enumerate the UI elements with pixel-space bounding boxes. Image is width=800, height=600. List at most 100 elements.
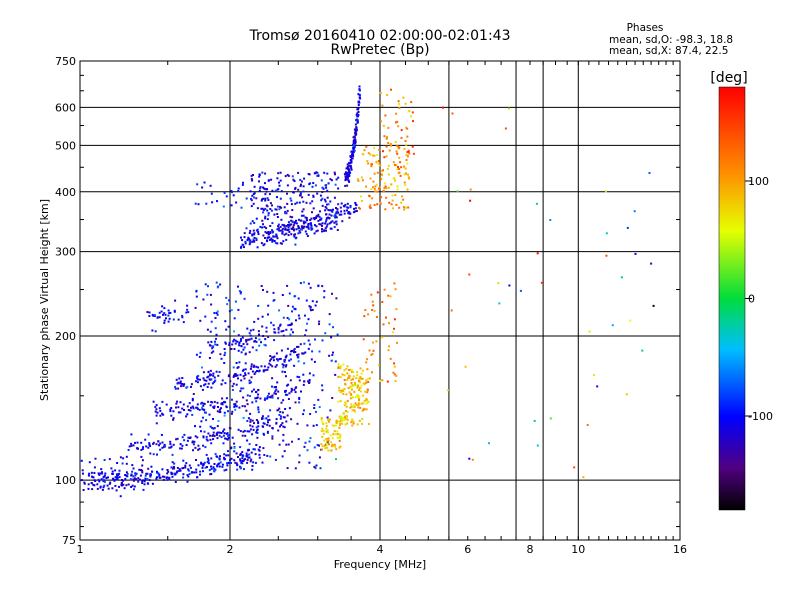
- data-point: [399, 174, 402, 177]
- data-point: [320, 417, 323, 420]
- data-point: [393, 163, 396, 166]
- data-point: [588, 330, 591, 333]
- data-point: [256, 436, 259, 439]
- data-point: [213, 467, 216, 470]
- data-point: [313, 232, 316, 235]
- data-point: [355, 127, 358, 130]
- data-point: [233, 442, 236, 445]
- data-point: [540, 281, 543, 284]
- data-point: [213, 376, 216, 379]
- data-point: [230, 309, 233, 312]
- data-point: [335, 458, 337, 461]
- data-point: [238, 361, 241, 364]
- data-point: [97, 472, 100, 475]
- data-point: [156, 453, 158, 456]
- data-point: [202, 404, 205, 407]
- data-point: [210, 303, 213, 306]
- data-point: [354, 142, 357, 145]
- data-point: [352, 375, 355, 378]
- data-point: [191, 413, 194, 416]
- data-point: [308, 379, 311, 381]
- data-point: [396, 341, 398, 344]
- data-point: [286, 384, 289, 387]
- data-point: [354, 129, 357, 132]
- data-point: [326, 446, 329, 449]
- data-point: [287, 174, 290, 177]
- data-point: [257, 233, 260, 235]
- colorbar-label: [deg]: [710, 70, 747, 86]
- data-point: [225, 397, 228, 400]
- data-points: [80, 85, 655, 498]
- data-point: [342, 416, 345, 419]
- data-point: [191, 471, 194, 474]
- data-point: [216, 410, 219, 413]
- data-point: [279, 225, 282, 228]
- data-point: [253, 196, 256, 199]
- data-point: [240, 351, 243, 354]
- data-point: [348, 173, 351, 176]
- data-point: [290, 390, 293, 393]
- data-point: [271, 385, 273, 388]
- data-point: [386, 167, 389, 170]
- data-point: [233, 450, 236, 453]
- data-point: [272, 356, 275, 359]
- data-point: [333, 430, 336, 433]
- data-point: [246, 420, 249, 422]
- data-point: [379, 164, 382, 167]
- data-point: [93, 466, 96, 469]
- data-point: [181, 316, 184, 319]
- data-point: [331, 397, 334, 399]
- data-point: [300, 225, 303, 228]
- data-point: [384, 114, 387, 117]
- x-tick-label: 4: [377, 543, 384, 556]
- data-point: [276, 237, 279, 240]
- data-point: [354, 123, 357, 126]
- data-point: [226, 438, 229, 441]
- data-point: [309, 286, 312, 289]
- data-point: [347, 374, 350, 377]
- data-point: [323, 296, 326, 299]
- data-point: [373, 154, 376, 157]
- data-point: [378, 187, 381, 190]
- data-point: [357, 107, 360, 110]
- data-point: [400, 129, 403, 132]
- data-point: [290, 358, 292, 361]
- data-point: [357, 179, 360, 182]
- data-point: [272, 359, 275, 362]
- data-point: [253, 373, 256, 375]
- data-point: [299, 178, 302, 181]
- data-point: [235, 374, 238, 377]
- data-point: [196, 403, 199, 406]
- data-point: [318, 406, 321, 409]
- data-point: [272, 230, 275, 233]
- data-point: [209, 330, 212, 333]
- data-point: [172, 318, 175, 321]
- data-point: [344, 171, 347, 174]
- data-point: [203, 181, 206, 184]
- data-point: [282, 433, 285, 436]
- data-point: [125, 462, 128, 465]
- data-point: [349, 162, 351, 165]
- data-point: [212, 374, 215, 377]
- data-point: [192, 449, 194, 452]
- data-point: [410, 101, 413, 104]
- data-point: [279, 417, 282, 420]
- data-point: [352, 420, 355, 423]
- data-point: [161, 441, 164, 444]
- data-point: [331, 437, 334, 440]
- data-point: [254, 461, 257, 464]
- data-point: [260, 207, 263, 210]
- data-point: [284, 365, 287, 368]
- data-point: [321, 421, 324, 424]
- data-point: [255, 217, 258, 220]
- data-point: [197, 378, 200, 381]
- data-point: [262, 417, 265, 420]
- data-point: [237, 366, 240, 369]
- data-point: [393, 177, 396, 180]
- data-point: [337, 187, 340, 190]
- data-point: [388, 322, 391, 325]
- data-point: [251, 234, 254, 237]
- data-point: [242, 343, 245, 345]
- data-point: [230, 190, 233, 193]
- data-point: [266, 236, 269, 239]
